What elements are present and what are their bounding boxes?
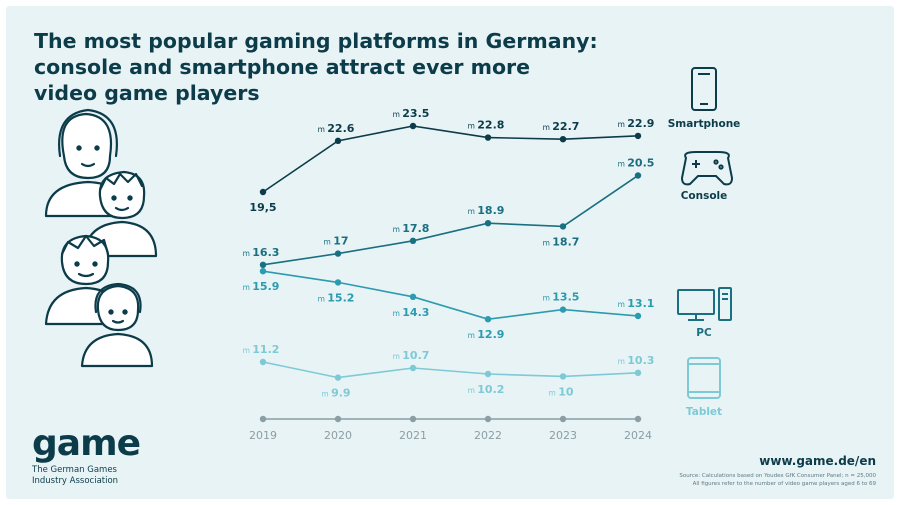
data-point-smartphone: [634, 132, 642, 140]
legend-tablet: Tablet: [686, 406, 722, 418]
data-point-pc: [559, 306, 567, 313]
x-tick-label: 2023: [549, 429, 577, 442]
tablet-icon: [687, 357, 721, 399]
gamepad-icon: [680, 151, 734, 186]
data-label-smartphone: m 22.7: [543, 120, 580, 133]
data-label-console: m 17.8: [393, 222, 430, 235]
data-point-tablet: [484, 370, 492, 378]
smartphone-icon: [691, 67, 717, 111]
data-label-tablet: m 10.3: [618, 354, 655, 367]
x-axis-tick-dot: [559, 415, 567, 423]
data-point-pc: [334, 279, 342, 286]
legend-pc: PC: [696, 327, 712, 339]
data-point-tablet: [259, 358, 267, 366]
data-point-pc: [259, 268, 267, 275]
data-label-tablet: m 10.2: [468, 383, 505, 396]
website-link[interactable]: www.game.de/en: [759, 454, 876, 468]
chart-title: The most popular gaming platforms in Ger…: [34, 28, 634, 106]
x-axis-tick-dot: [334, 415, 342, 423]
x-axis-tick-dot: [634, 415, 642, 423]
data-label-smartphone: m 22.8: [468, 119, 505, 132]
data-point-smartphone: [259, 188, 267, 196]
data-label-console: m 16.3: [243, 246, 280, 259]
data-point-tablet: [409, 364, 417, 372]
data-point-tablet: [334, 374, 342, 381]
data-point-console: [634, 172, 642, 179]
data-point-console: [334, 250, 342, 257]
data-label-pc: m 15.9: [243, 280, 280, 293]
data-point-console: [484, 220, 492, 227]
x-tick-label: 2020: [324, 429, 352, 442]
x-axis-tick-dot: [259, 415, 267, 423]
x-tick-label: 2024: [624, 429, 652, 442]
data-label-smartphone: m 22.9: [618, 117, 655, 130]
data-label-console: m 17: [323, 235, 348, 248]
title-line-3: video game players: [34, 81, 260, 105]
data-point-smartphone: [409, 122, 417, 130]
series-line-console: [262, 174, 639, 266]
data-label-console: m 18.9: [468, 204, 505, 217]
data-label-tablet: m 10.7: [393, 349, 430, 362]
data-label-pc: m 13.5: [543, 291, 580, 304]
data-label-pc: m 15.2: [318, 291, 355, 304]
data-point-tablet: [634, 369, 642, 376]
data-label-tablet: m 10: [548, 385, 573, 398]
line-chart: Smartphone Console PC Tablet 2019 2020 202…: [44, 67, 741, 442]
data-point-smartphone: [484, 134, 492, 141]
data-label-pc: m 12.9: [468, 328, 505, 341]
data-point-console: [409, 237, 417, 244]
data-point-console: [259, 261, 267, 268]
series-line-pc: [262, 270, 639, 321]
title-line-1: The most popular gaming platforms in Ger…: [34, 29, 598, 53]
title-line-2: console and smartphone attract ever more: [34, 55, 531, 79]
source-line-2: All figures refer to the number of video…: [692, 481, 876, 487]
data-label-smartphone: 19,5: [249, 201, 276, 214]
source-note: Source: Calculations based on Youdex GfK…: [636, 472, 876, 488]
logo-subtitle: The German Games Industry Association: [32, 465, 119, 486]
data-point-console: [559, 223, 567, 230]
logo-word: game: [32, 423, 141, 464]
data-label-console: m 18.7: [543, 235, 580, 248]
data-point-smartphone: [334, 137, 342, 145]
series-line-smartphone: [262, 125, 639, 193]
game-logo: game The German Games Industry Associati…: [32, 426, 152, 487]
data-label-tablet: m 9.9: [321, 387, 350, 400]
series-line-tablet: [262, 361, 639, 379]
data-point-pc: [634, 312, 642, 320]
x-tick-label: 2022: [474, 429, 502, 442]
data-label-smartphone: m 23.5: [393, 107, 430, 120]
data-point-tablet: [559, 373, 567, 380]
data-label-tablet: m 11.2: [243, 343, 280, 356]
source-line-1: Source: Calculations based on Youdex GfK…: [679, 473, 876, 479]
legend-console: Console: [681, 190, 728, 202]
data-point-pc: [409, 293, 417, 300]
infographic-card: The most popular gaming platforms in Ger…: [6, 6, 894, 499]
people-illustration: [44, 108, 158, 368]
desktop-pc-icon: [677, 287, 732, 321]
person-icon: [80, 282, 154, 368]
legend-smartphone: Smartphone: [668, 118, 741, 130]
data-label-pc: m 14.3: [393, 306, 430, 319]
x-tick-label: 2021: [399, 429, 427, 442]
x-axis-tick-dot: [409, 415, 417, 423]
data-point-pc: [484, 316, 492, 323]
data-point-smartphone: [559, 136, 567, 143]
data-label-pc: m 13.1: [618, 297, 655, 310]
x-axis-tick-dot: [484, 415, 492, 423]
data-label-smartphone: m 22.6: [318, 122, 355, 135]
x-tick-label: 2019: [249, 429, 277, 442]
data-label-console: m 20.5: [618, 157, 655, 170]
